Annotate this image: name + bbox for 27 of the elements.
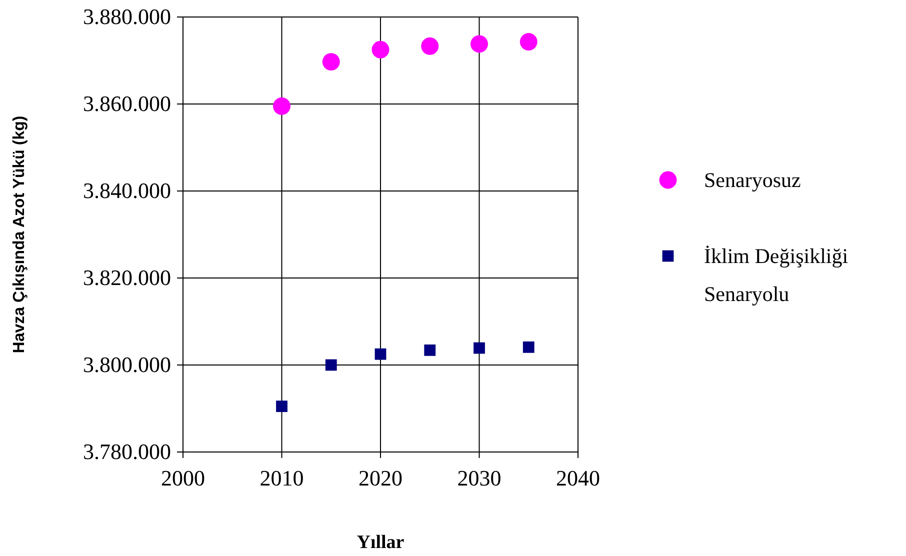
y-tick-label: 3.880.000 <box>83 4 171 30</box>
point <box>322 53 340 71</box>
y-tick-label: 3.800.000 <box>83 352 171 378</box>
legend-label: İklim Değişikliği Senaryolu <box>704 244 848 306</box>
y-tick-label: 3.780.000 <box>83 439 171 464</box>
point <box>520 33 538 51</box>
point <box>424 344 436 356</box>
point <box>474 342 485 354</box>
x-tick-label: 2030 <box>457 466 502 491</box>
y-tick-label: 3.860.000 <box>83 91 171 116</box>
legend-label: Senaryosuz <box>704 168 801 192</box>
point <box>374 348 386 360</box>
point <box>276 400 288 412</box>
point <box>470 35 488 53</box>
y-axis-title: Havza Çıkışında Azot Yükü (kg) <box>11 116 28 354</box>
point <box>522 341 534 353</box>
x-tick-label: 2010 <box>260 466 304 491</box>
y-tick-label: 3.840.000 <box>83 178 171 204</box>
x-axis-title: Yıllar <box>356 532 405 553</box>
x-tick-label: 2000 <box>161 466 205 491</box>
point <box>325 359 337 371</box>
x-tick-label: 2040 <box>556 466 600 491</box>
point <box>372 40 390 58</box>
point <box>273 97 290 115</box>
x-tick-label: 2020 <box>358 466 402 491</box>
y-tick-label: 3.820.000 <box>83 265 171 290</box>
point <box>421 37 439 55</box>
